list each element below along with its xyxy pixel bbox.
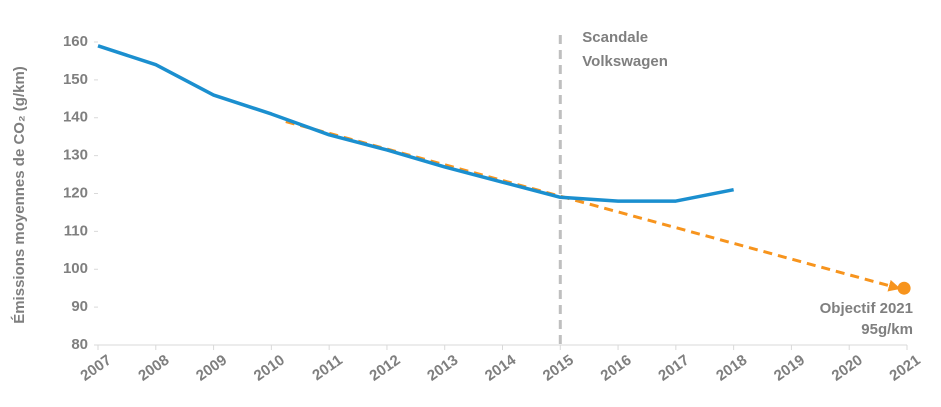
target-label: 95g/km xyxy=(861,321,913,338)
y-tick-label: 120 xyxy=(63,184,88,201)
x-tick-label: 2007 xyxy=(77,352,114,385)
target-label: Objectif 2021 xyxy=(820,300,913,317)
x-tick-label: 2016 xyxy=(598,352,635,385)
x-tick-label: 2020 xyxy=(829,352,866,385)
y-tick-label: 110 xyxy=(64,222,88,239)
x-tick-label: 2011 xyxy=(309,352,345,385)
x-tick-label: 2008 xyxy=(135,352,172,385)
x-tick-label: 2019 xyxy=(771,352,808,385)
y-tick-label: 100 xyxy=(63,260,88,277)
y-axis-label: Émissions moyennes de CO₂ (g/km) xyxy=(11,66,28,324)
event-label: Scandale xyxy=(582,29,648,46)
x-tick-label: 2009 xyxy=(193,352,230,385)
data-line xyxy=(97,44,734,203)
y-tick-label: 130 xyxy=(63,147,88,164)
x-tick-label: 2021 xyxy=(886,352,923,385)
y-tick-label: 140 xyxy=(63,109,88,126)
x-tick-label: 2017 xyxy=(655,352,692,385)
event-label: Volkswagen xyxy=(582,53,668,70)
target-point xyxy=(897,281,911,295)
x-tick-label: 2015 xyxy=(540,352,577,385)
x-tick-label: 2014 xyxy=(482,351,520,384)
y-tick-label: 80 xyxy=(71,336,88,353)
x-tick-label: 2010 xyxy=(251,352,288,385)
y-tick-label: 160 xyxy=(63,33,88,50)
x-tick-label: 2018 xyxy=(713,352,750,385)
y-tick-label: 90 xyxy=(71,298,88,315)
y-tick-label: 150 xyxy=(63,71,88,88)
x-tick-label: 2013 xyxy=(424,352,461,385)
x-tick-label: 2012 xyxy=(366,352,403,385)
